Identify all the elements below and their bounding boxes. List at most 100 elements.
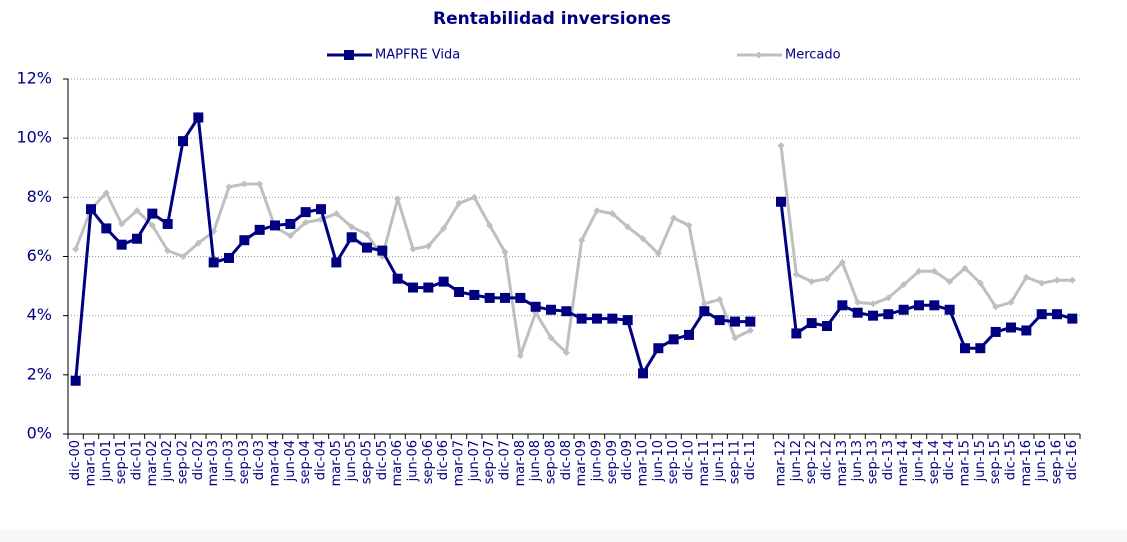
x-tick-label: mar-09 [574, 440, 589, 486]
point [868, 310, 878, 321]
x-tick-label: mar-14 [896, 440, 911, 486]
x-tick-label: mar-01 [84, 440, 99, 486]
point [654, 250, 662, 258]
point [547, 334, 555, 342]
point [869, 300, 877, 308]
y-tick-label: 0% [27, 424, 52, 443]
point [484, 292, 495, 303]
legend-label: MAPFRE Vida [375, 48, 460, 63]
x-tick-label: sep-01 [114, 440, 129, 484]
footer-band [0, 530, 1127, 542]
point [622, 315, 633, 326]
x-tick-label: dic-10 [682, 440, 697, 480]
x-tick-label: mar-02 [145, 440, 160, 486]
point [148, 221, 156, 229]
point [455, 199, 463, 207]
point [102, 189, 110, 197]
point [946, 278, 954, 286]
point [578, 236, 586, 244]
point [668, 334, 679, 345]
x-tick-label: sep-08 [544, 440, 559, 484]
x-tick-label: jun-08 [528, 440, 543, 482]
point [576, 313, 587, 324]
y-tick-label: 12% [16, 69, 52, 88]
point [639, 235, 647, 243]
point [101, 223, 112, 234]
x-tick-label: sep-07 [482, 440, 497, 484]
point [424, 242, 432, 250]
point [72, 245, 80, 253]
point [746, 326, 754, 334]
x-tick-label: dic-08 [559, 440, 574, 480]
point [607, 313, 618, 324]
point [852, 307, 863, 318]
point [653, 343, 664, 354]
point [714, 315, 725, 326]
point [914, 300, 924, 311]
x-tick-label: sep-09 [605, 440, 620, 484]
point [377, 245, 388, 256]
point [883, 309, 894, 320]
x-tick-label: jun-11 [712, 440, 727, 482]
x-tick-label: dic-12 [820, 440, 835, 480]
x-tick-label: dic-04 [314, 440, 329, 480]
point [346, 232, 357, 243]
point [837, 300, 848, 311]
point [638, 368, 648, 379]
point [1053, 276, 1061, 284]
point [409, 245, 417, 253]
point [440, 224, 448, 232]
x-tick-label: mar-13 [835, 440, 850, 486]
x-tick-label: dic-11 [743, 440, 758, 480]
x-tick-label: jun-16 [1034, 440, 1049, 482]
point [1052, 309, 1062, 320]
point [593, 207, 601, 215]
x-tick-label: mar-05 [329, 440, 344, 486]
point [975, 343, 986, 354]
point [1038, 279, 1046, 287]
x-tick-label: sep-13 [866, 440, 881, 484]
point [561, 306, 572, 317]
point [147, 208, 158, 219]
y-tick-label: 6% [27, 246, 52, 265]
x-tick-label: mar-11 [697, 440, 712, 486]
point [348, 223, 356, 231]
legend-label: Mercado [785, 48, 841, 63]
point [730, 316, 740, 327]
point [808, 278, 816, 286]
point [624, 223, 632, 231]
point [838, 258, 846, 266]
point [685, 221, 693, 229]
x-tick-label: dic-16 [1065, 440, 1080, 480]
x-tick-label: dic-02 [191, 440, 206, 480]
chart-title: Rentabilidad inversiones [433, 9, 671, 29]
x-tick-label: jun-06 [406, 440, 421, 482]
point [684, 329, 694, 340]
point [1068, 276, 1076, 284]
point [1021, 325, 1032, 336]
x-tick-label: dic-01 [130, 440, 145, 480]
x-tick-label: jun-13 [850, 440, 865, 482]
point [316, 204, 326, 215]
point [254, 224, 265, 235]
x-tick-label: sep-16 [1050, 440, 1065, 484]
x-tick-label: dic-03 [252, 440, 267, 480]
point [392, 273, 403, 284]
point [133, 207, 141, 215]
point [776, 196, 786, 207]
point [162, 218, 173, 229]
x-tick-label: mar-10 [636, 440, 651, 486]
point [164, 247, 172, 255]
point [608, 210, 616, 218]
legend-marker [344, 50, 354, 60]
point [302, 218, 310, 226]
point [501, 248, 509, 256]
x-tick-label: dic-14 [942, 440, 957, 480]
point [225, 183, 233, 191]
x-tick-label: mar-03 [206, 440, 221, 486]
point [1022, 273, 1030, 281]
x-tick-label: sep-04 [298, 440, 313, 484]
point [285, 218, 296, 229]
point [224, 252, 234, 263]
point [992, 303, 1000, 311]
